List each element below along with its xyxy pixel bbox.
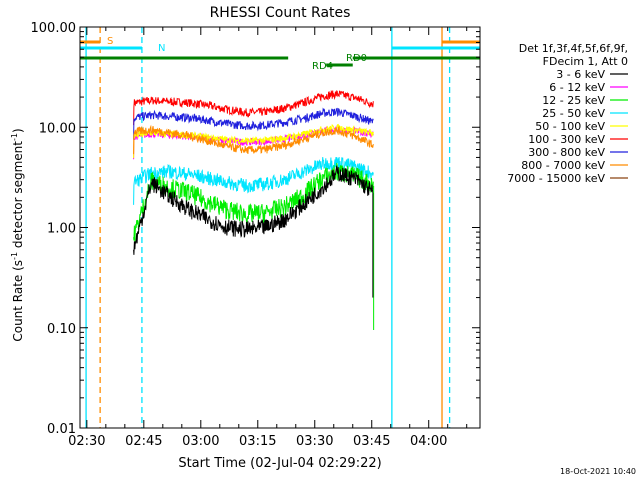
legend-label-3: 25 - 50 keV — [542, 107, 605, 120]
legend-label-0: 3 - 6 keV — [556, 68, 605, 81]
y-axis-label: Count Rate (s-1 detector segment-1) — [10, 128, 25, 341]
legend-label-1: 6 - 12 keV — [549, 81, 605, 94]
y-tick-label-4: 0.01 — [47, 422, 76, 437]
x-tick-label-2: 03:00 — [182, 434, 219, 449]
legend-label-5: 100 - 300 keV — [528, 133, 605, 146]
series-line-7 — [133, 124, 374, 155]
saa-label: S — [107, 36, 113, 47]
x-tick-label-6: 04:00 — [410, 434, 447, 449]
y-tick-label-2: 1.00 — [47, 222, 76, 237]
series-line-5 — [133, 89, 374, 126]
x-tick-label-5: 03:45 — [353, 434, 390, 449]
svg-text:Count Rate (s-1 detector segme: Count Rate (s-1 detector segment-1) — [10, 128, 25, 341]
legend-header-0: Det 1f,3f,4f,5f,6f,9f, — [519, 42, 628, 55]
x-axis-label: Start Time (02-Jul-04 02:29:22) — [178, 456, 381, 471]
x-tick-label-4: 03:30 — [296, 434, 333, 449]
y-tick-label-3: 0.10 — [47, 322, 76, 337]
x-tick-label-1: 02:45 — [125, 434, 162, 449]
rd4-label: RD4 — [312, 61, 333, 72]
legend-header-1: FDecim 1, Att 0 — [543, 55, 628, 68]
timestamp: 18-Oct-2021 10:40 — [560, 467, 636, 476]
night-label: N — [158, 43, 165, 54]
y-tick-label-1: 10.00 — [39, 121, 76, 136]
legend: Det 1f,3f,4f,5f,6f,9f,FDecim 1, Att 03 -… — [507, 42, 628, 185]
legend-label-6: 300 - 800 keV — [528, 146, 605, 159]
legend-label-4: 50 - 100 keV — [535, 120, 605, 133]
rd0-label: RD0 — [346, 53, 367, 64]
series-line-6 — [133, 107, 374, 140]
x-tick-label-3: 03:15 — [239, 434, 276, 449]
x-tick-label-0: 02:30 — [68, 434, 105, 449]
chart-title: RHESSI Count Rates — [210, 5, 351, 21]
legend-label-2: 12 - 25 keV — [542, 94, 605, 107]
legend-label-7: 800 - 7000 keV — [521, 159, 605, 172]
series-line-3 — [133, 156, 374, 205]
series-line-0 — [133, 165, 374, 255]
legend-label-8: 7000 - 15000 keV — [507, 172, 605, 185]
y-tick-label-0: 100.00 — [31, 21, 77, 36]
